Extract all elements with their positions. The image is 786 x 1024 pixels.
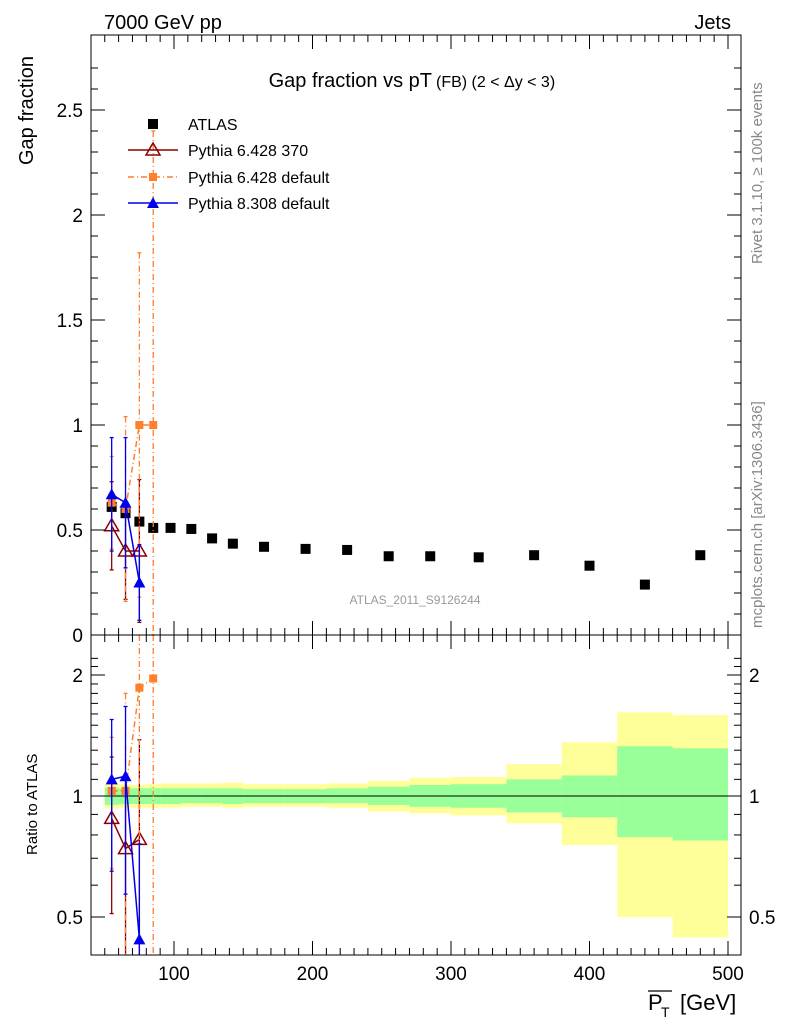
y-tick-label-right: 2 (749, 666, 760, 687)
plot-subtitle: (FB) (2 < Δy < 3) (436, 74, 555, 91)
y-tick-label: 1 (72, 787, 83, 808)
main-y-axis-label: Gap fraction (16, 56, 38, 165)
legend-label-atlas: ATLAS (188, 117, 238, 134)
process-label: Jets (694, 12, 731, 34)
atlas-data-point (529, 550, 540, 561)
y-tick-label: 2 (72, 206, 83, 227)
x-tick-label: 300 (435, 964, 467, 985)
atlas-data-point (207, 533, 218, 544)
atlas-data-point (227, 538, 238, 549)
atlas-data-point (165, 522, 176, 533)
legend-label-pythia8-default: Pythia 8.308 default (188, 196, 330, 213)
y-tick-label: 2.5 (57, 101, 83, 122)
y-tick-label: 2 (72, 666, 83, 687)
pythia8-default-point (119, 496, 132, 508)
plot-title: Gap fraction vs pT (269, 70, 432, 92)
x-tick-label: 100 (158, 964, 190, 985)
atlas-data-point (148, 522, 159, 533)
x-tick-label: 200 (297, 964, 329, 985)
atlas-data-point (584, 560, 595, 571)
legend: ATLAS Pythia 6.428 370 Pythia 6.428 defaul… (128, 117, 330, 213)
mcplots-label: mcplots.cern.ch [arXiv:1306.3436] (749, 401, 766, 628)
pythia8-default-point (133, 933, 146, 945)
energy-label: 7000 GeV pp (104, 12, 222, 34)
atlas-data-point (473, 552, 484, 563)
ratio-plot-frame (90, 634, 742, 956)
pythia8-default-point (105, 488, 118, 500)
pythia8-default-point (105, 773, 118, 785)
pythia8-default-point (119, 770, 132, 782)
svg-text:[GeV]: [GeV] (680, 990, 736, 1015)
analysis-watermark: ATLAS_2011_S9126244 (350, 593, 481, 607)
y-tick-label: 0 (72, 626, 83, 647)
legend-marker-pythia6-default (149, 173, 157, 181)
atlas-data-point (425, 551, 436, 562)
y-tick-label: 1.5 (57, 311, 83, 332)
pythia6-default-point (149, 421, 158, 429)
pythia6-default-point (149, 674, 158, 683)
atlas-data-point (639, 579, 650, 590)
pythia6-default-point (135, 683, 144, 692)
rivet-version-label: Rivet 3.1.10, ≥ 100k events (749, 82, 766, 264)
main-plot-panel: 0 0.5 1 1.5 2 2.5 Gap fraction vs pT (FB) (2 … (16, 34, 742, 647)
legend-label-pythia6-370: Pythia 6.428 370 (188, 143, 308, 160)
svg-text:T: T (661, 1004, 670, 1020)
ratio-plot-panel: 100 200 300 400 500 0.5 0.5 1 1 2 2 Ratio to ATLAS… (24, 634, 775, 1020)
legend-marker-pythia8-default (147, 197, 159, 208)
atlas-data-point (695, 550, 706, 561)
pythia8-default-point (133, 576, 146, 588)
atlas-data-point (342, 544, 353, 555)
x-axis-label: P T [GeV] (648, 990, 736, 1020)
y-tick-label: 1 (72, 416, 83, 437)
atlas-data-point (259, 541, 270, 552)
atlas-data-point (383, 551, 394, 562)
x-tick-label: 400 (574, 964, 606, 985)
legend-label-pythia6-default: Pythia 6.428 default (188, 170, 330, 187)
x-tick-label: 500 (712, 964, 744, 985)
y-tick-label: 0.5 (57, 521, 83, 542)
atlas-data-point (186, 523, 197, 534)
svg-text:P: P (648, 990, 663, 1015)
pythia6-default-point (135, 421, 144, 429)
ratio-y-axis-label: Ratio to ATLAS (24, 754, 41, 855)
inner-uncertainty-band (617, 746, 673, 838)
y-tick-label: 0.5 (57, 908, 83, 929)
y-tick-label-right: 0.5 (749, 908, 775, 929)
y-tick-label-right: 1 (749, 787, 760, 808)
inner-uncertainty-band (672, 748, 728, 841)
pythia6-default-line (111, 677, 154, 792)
legend-marker-pythia6-370 (144, 141, 162, 156)
legend-marker-atlas (148, 119, 158, 129)
pythia6-default-line (111, 424, 154, 511)
atlas-data-point (300, 543, 311, 554)
